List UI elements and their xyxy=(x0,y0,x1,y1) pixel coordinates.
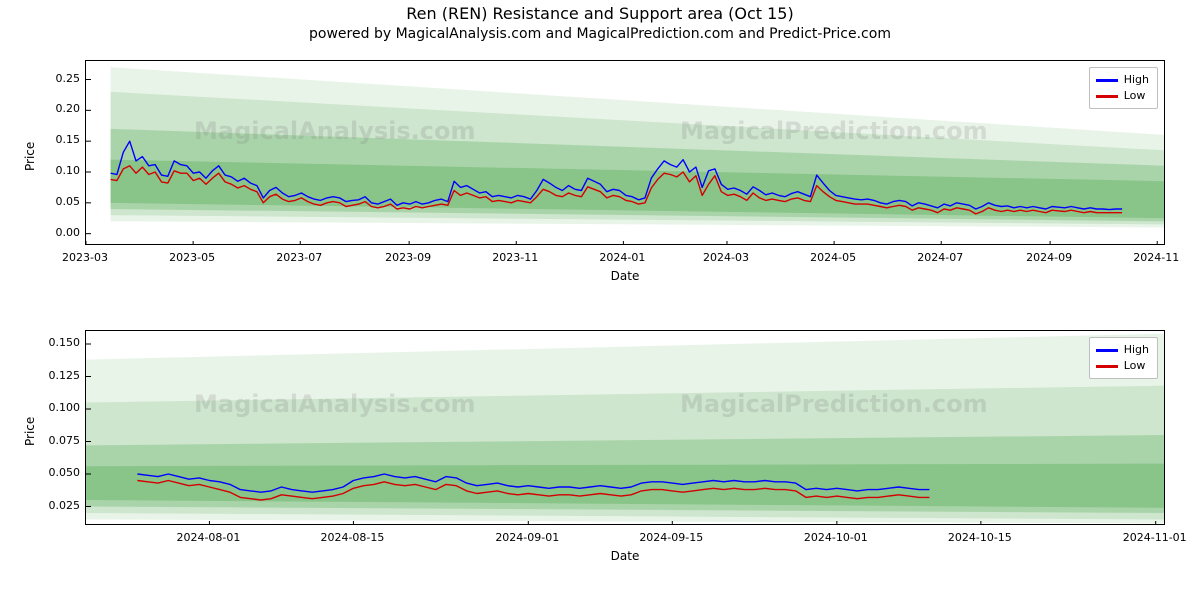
top-plot-svg xyxy=(86,61,1165,245)
x-tick-label: 2024-10-01 xyxy=(804,531,868,544)
legend-label: High xyxy=(1124,342,1149,358)
x-tick-label: 2024-08-01 xyxy=(176,531,240,544)
x-axis-label: Date xyxy=(85,269,1165,283)
y-tick-label: 0.00 xyxy=(30,226,80,239)
figure: Ren (REN) Resistance and Support area (O… xyxy=(0,0,1200,600)
x-tick-label: 2024-09 xyxy=(1026,251,1072,264)
x-tick-label: 2024-03 xyxy=(703,251,749,264)
legend-label: Low xyxy=(1124,358,1146,374)
legend-swatch xyxy=(1096,365,1118,368)
x-tick-label: 2023-09 xyxy=(385,251,431,264)
x-axis-label: Date xyxy=(85,549,1165,563)
y-tick-label: 0.15 xyxy=(30,133,80,146)
legend-item: Low xyxy=(1096,88,1149,104)
x-tick-label: 2023-07 xyxy=(276,251,322,264)
y-tick-label: 0.025 xyxy=(30,499,80,512)
y-axis-label: Price xyxy=(23,416,37,445)
legend-swatch xyxy=(1096,95,1118,98)
x-tick-label: 2024-08-15 xyxy=(320,531,384,544)
x-tick-label: 2024-07 xyxy=(917,251,963,264)
legend-label: Low xyxy=(1124,88,1146,104)
legend-item: Low xyxy=(1096,358,1149,374)
x-tick-label: 2024-09-15 xyxy=(639,531,703,544)
x-tick-label: 2024-11 xyxy=(1133,251,1179,264)
x-tick-label: 2024-05 xyxy=(810,251,856,264)
x-tick-label: 2024-01 xyxy=(599,251,645,264)
legend: HighLow xyxy=(1089,67,1158,109)
x-tick-label: 2024-09-01 xyxy=(495,531,559,544)
x-tick-label: 2024-10-15 xyxy=(948,531,1012,544)
legend: HighLow xyxy=(1089,337,1158,379)
legend-label: High xyxy=(1124,72,1149,88)
legend-swatch xyxy=(1096,349,1118,352)
y-axis-label: Price xyxy=(23,141,37,170)
chart-subtitle: powered by MagicalAnalysis.com and Magic… xyxy=(0,26,1200,42)
y-tick-label: 0.150 xyxy=(30,336,80,349)
chart-title: Ren (REN) Resistance and Support area (O… xyxy=(0,4,1200,23)
y-tick-label: 0.05 xyxy=(30,195,80,208)
y-tick-label: 0.25 xyxy=(30,72,80,85)
y-tick-label: 0.050 xyxy=(30,466,80,479)
legend-item: High xyxy=(1096,72,1149,88)
y-tick-label: 0.125 xyxy=(30,369,80,382)
bottom-axes: MagicalAnalysis.com MagicalPrediction.co… xyxy=(85,330,1165,525)
top-panel: MagicalAnalysis.com MagicalPrediction.co… xyxy=(85,60,1165,300)
y-tick-label: 0.10 xyxy=(30,164,80,177)
legend-item: High xyxy=(1096,342,1149,358)
legend-swatch xyxy=(1096,79,1118,82)
x-tick-label: 2024-11-01 xyxy=(1123,531,1187,544)
y-tick-label: 0.075 xyxy=(30,434,80,447)
x-tick-label: 2023-11 xyxy=(492,251,538,264)
y-tick-label: 0.20 xyxy=(30,102,80,115)
y-tick-label: 0.100 xyxy=(30,401,80,414)
bottom-panel: MagicalAnalysis.com MagicalPrediction.co… xyxy=(85,330,1165,580)
x-tick-label: 2023-03 xyxy=(62,251,108,264)
top-axes: MagicalAnalysis.com MagicalPrediction.co… xyxy=(85,60,1165,245)
x-tick-label: 2023-05 xyxy=(169,251,215,264)
bottom-plot-svg xyxy=(86,331,1165,525)
